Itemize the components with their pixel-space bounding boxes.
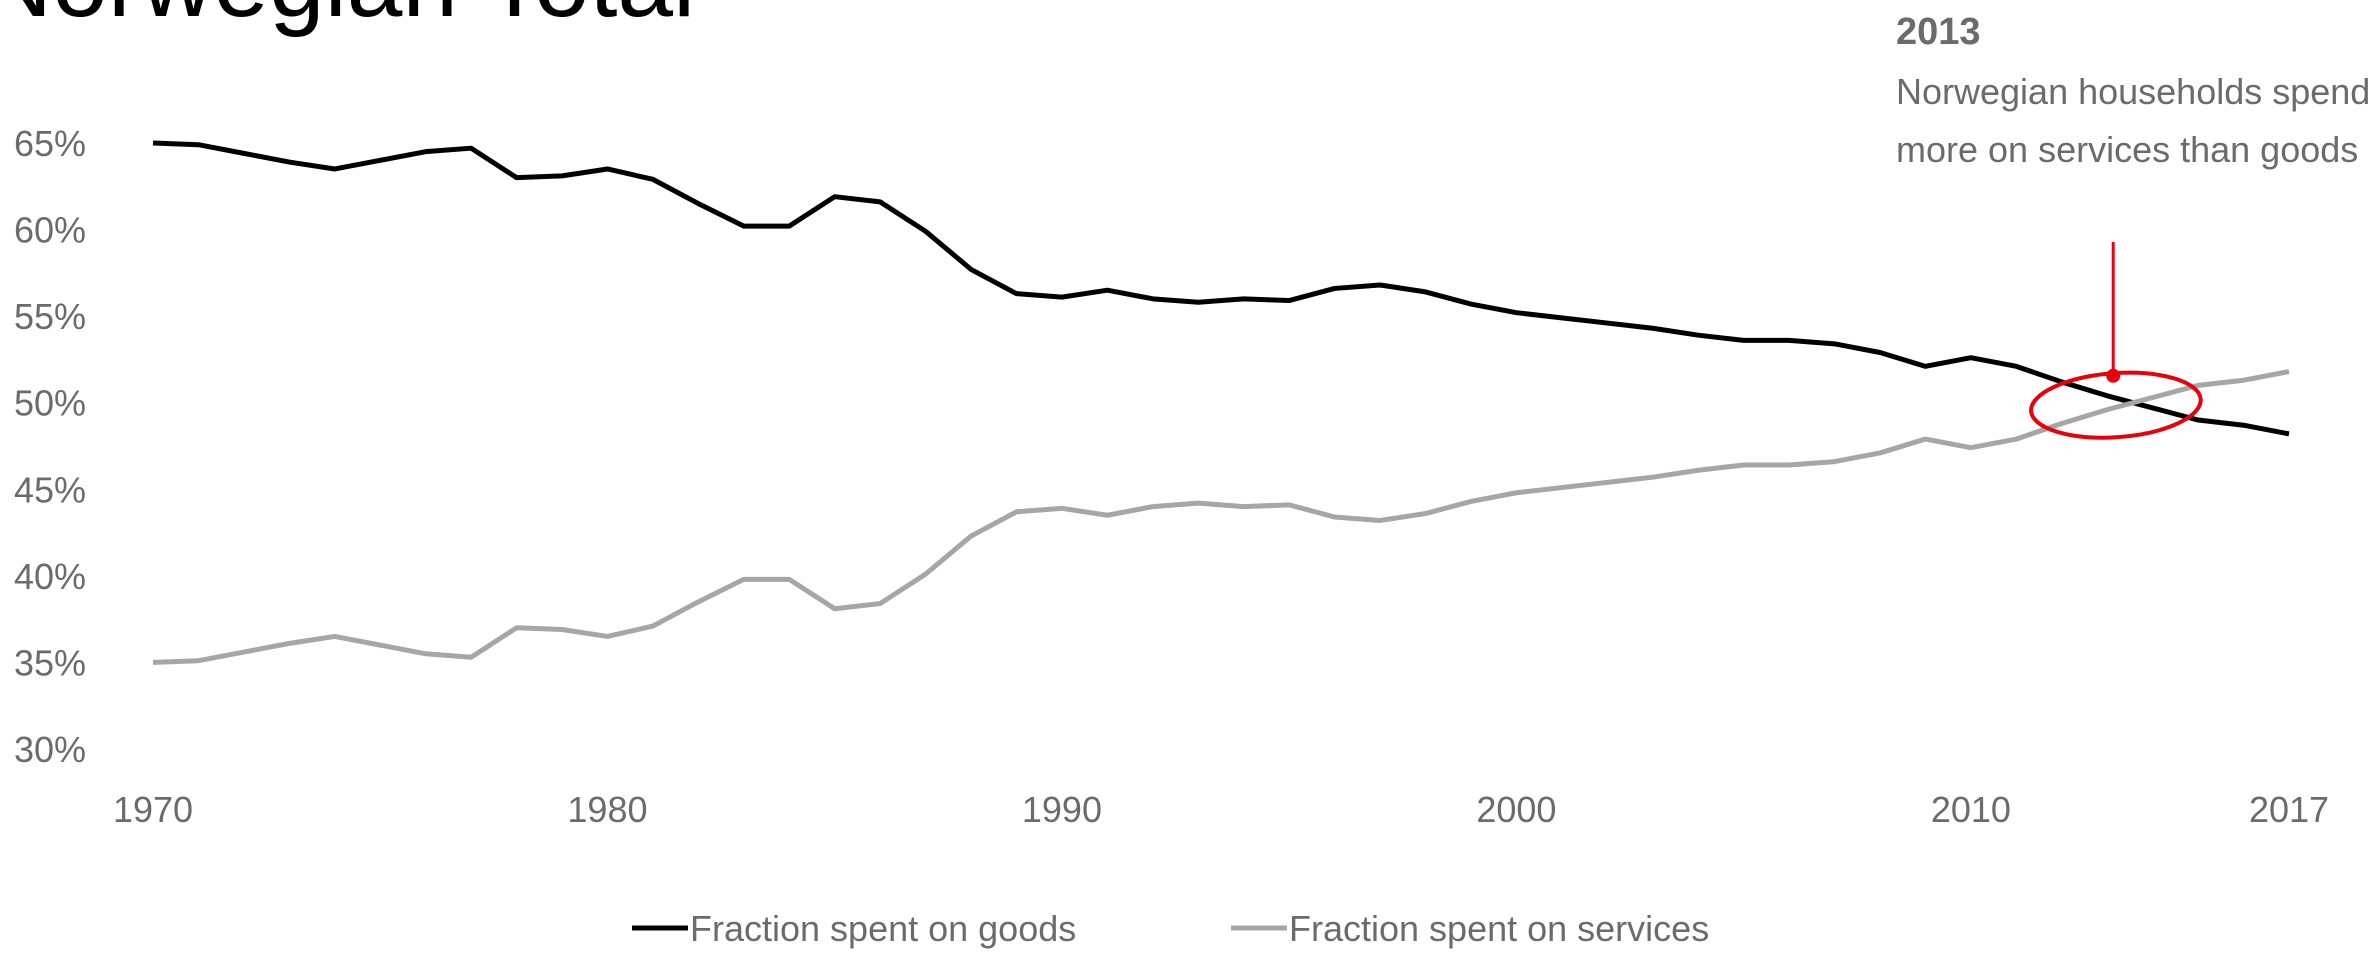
y-tick-label: 40% [14,556,86,597]
x-tick-label: 1990 [1022,789,1102,830]
legend-label: Fraction spent on goods [690,908,1076,949]
x-tick-label: 2017 [2249,789,2329,830]
series-line [152,140,2290,437]
y-tick-label: 30% [14,729,86,770]
x-tick-label: 1980 [567,789,647,830]
y-tick-label: 60% [14,210,86,251]
series-line [152,369,2290,665]
annotation-dot [2106,368,2121,383]
y-tick-label: 50% [14,383,86,424]
x-tick-label: 2010 [1931,789,2011,830]
annotation-title: 2013 [1896,11,1981,53]
y-tick-label: 45% [14,469,86,510]
x-tick-label: 1970 [113,789,193,830]
x-tick-label: 2000 [1476,789,1556,830]
annotation-text: Norwegian households spend [1896,71,2369,112]
chart-title: Norwegian Total [0,0,695,38]
y-tick-label: 65% [14,123,86,164]
legend-label: Fraction spent on services [1289,908,1709,949]
y-tick-label: 55% [14,296,86,337]
annotation-text: more on services than goods [1896,129,2358,170]
y-tick-label: 35% [14,642,86,683]
